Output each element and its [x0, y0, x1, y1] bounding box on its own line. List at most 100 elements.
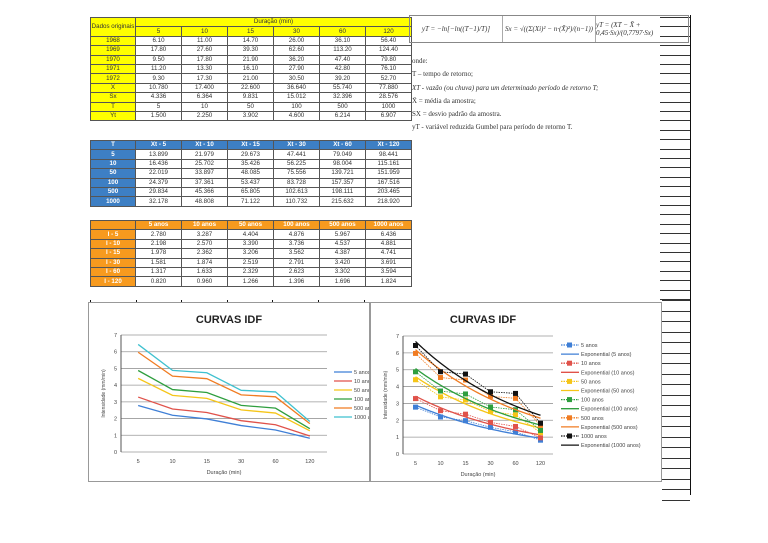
- data-cell[interactable]: 98.441: [365, 149, 412, 160]
- data-cell[interactable]: 62.60: [273, 45, 320, 56]
- data-cell[interactable]: 52.70: [365, 73, 412, 84]
- data-cell[interactable]: 1.824: [365, 276, 412, 287]
- data-cell[interactable]: 1.581: [135, 257, 182, 268]
- data-cell[interactable]: 42.80: [319, 63, 366, 75]
- column-header[interactable]: Xt - 15: [227, 139, 274, 151]
- data-cell[interactable]: 215.632: [319, 196, 366, 207]
- row-label[interactable]: 1970: [90, 54, 136, 65]
- corner-header[interactable]: Dados originais: [90, 17, 136, 37]
- data-cell[interactable]: 98.004: [319, 158, 366, 170]
- data-cell[interactable]: 24.379: [135, 177, 182, 188]
- data-cell[interactable]: 151.959: [365, 168, 412, 179]
- data-cell[interactable]: 10.780: [135, 82, 182, 94]
- column-header[interactable]: Xt - 120: [365, 139, 412, 151]
- data-cell[interactable]: 71.122: [227, 196, 274, 207]
- data-cell[interactable]: 4.387: [319, 248, 366, 259]
- data-cell[interactable]: 27.90: [273, 63, 320, 75]
- row-label[interactable]: X: [90, 82, 136, 94]
- data-cell[interactable]: 16.10: [227, 63, 274, 75]
- data-cell[interactable]: 3.736: [273, 238, 320, 250]
- data-cell[interactable]: 5: [135, 101, 182, 112]
- data-cell[interactable]: 25.702: [181, 158, 228, 170]
- data-cell[interactable]: 1.500: [135, 110, 182, 122]
- data-cell[interactable]: 6.907: [365, 110, 412, 122]
- data-cell[interactable]: 15.012: [273, 92, 320, 103]
- data-cell[interactable]: 22.600: [227, 82, 274, 94]
- data-cell[interactable]: 29.834: [135, 186, 182, 198]
- data-cell[interactable]: 4.336: [135, 92, 182, 103]
- data-cell[interactable]: 6.214: [319, 110, 366, 122]
- column-header[interactable]: 10 anos: [181, 219, 228, 231]
- data-cell[interactable]: 2.198: [135, 238, 182, 250]
- data-cell[interactable]: 39.30: [227, 45, 274, 56]
- duration-header[interactable]: 10: [181, 26, 228, 37]
- data-cell[interactable]: 157.357: [319, 177, 366, 188]
- data-cell[interactable]: 32.178: [135, 196, 182, 207]
- row-label[interactable]: I - 120: [90, 276, 136, 287]
- column-header[interactable]: Xt - 5: [135, 139, 182, 151]
- data-cell[interactable]: 13.30: [181, 63, 228, 75]
- data-cell[interactable]: 30.50: [273, 73, 320, 84]
- data-cell[interactable]: 3.562: [273, 248, 320, 259]
- column-header[interactable]: 50 anos: [227, 219, 274, 231]
- data-cell[interactable]: 48.808: [181, 196, 228, 207]
- data-cell[interactable]: 198.111: [319, 186, 366, 198]
- data-cell[interactable]: 11.00: [181, 35, 228, 47]
- row-label[interactable]: 50: [90, 168, 136, 179]
- data-cell[interactable]: 5.967: [319, 229, 366, 240]
- data-cell[interactable]: 2.780: [135, 229, 182, 240]
- data-cell[interactable]: 6.10: [135, 35, 182, 47]
- data-cell[interactable]: 4.404: [227, 229, 274, 240]
- data-cell[interactable]: 2.362: [181, 248, 228, 259]
- data-cell[interactable]: 56.40: [365, 35, 412, 47]
- data-cell[interactable]: 4.881: [365, 238, 412, 250]
- data-cell[interactable]: 0.820: [135, 276, 182, 287]
- column-header[interactable]: Xt - 10: [181, 139, 228, 151]
- data-cell[interactable]: 100: [273, 101, 320, 112]
- row-label[interactable]: 500: [90, 186, 136, 198]
- data-cell[interactable]: 2.329: [227, 266, 274, 278]
- data-cell[interactable]: 9.831: [227, 92, 274, 103]
- data-cell[interactable]: 50: [227, 101, 274, 112]
- row-label[interactable]: 1968: [90, 35, 136, 47]
- data-cell[interactable]: 21.90: [227, 54, 274, 65]
- data-cell[interactable]: 65.805: [227, 186, 274, 198]
- data-cell[interactable]: 2.623: [273, 266, 320, 278]
- data-cell[interactable]: 500: [319, 101, 366, 112]
- row-label[interactable]: I - 5: [90, 229, 136, 240]
- data-cell[interactable]: 2.519: [227, 257, 274, 268]
- row-label[interactable]: 1969: [90, 45, 136, 56]
- data-cell[interactable]: 6.364: [181, 92, 228, 103]
- data-cell[interactable]: 115.161: [365, 158, 412, 170]
- data-cell[interactable]: 39.20: [319, 73, 366, 84]
- duration-header[interactable]: 30: [273, 26, 320, 37]
- data-cell[interactable]: 1.396: [273, 276, 320, 287]
- data-cell[interactable]: 2.791: [273, 257, 320, 268]
- data-cell[interactable]: 79.80: [365, 54, 412, 65]
- data-cell[interactable]: 11.20: [135, 63, 182, 75]
- data-cell[interactable]: 14.70: [227, 35, 274, 47]
- data-cell[interactable]: 3.420: [319, 257, 366, 268]
- data-cell[interactable]: 48.085: [227, 168, 274, 179]
- column-header[interactable]: 100 anos: [273, 219, 320, 231]
- data-cell[interactable]: 36.20: [273, 54, 320, 65]
- data-cell[interactable]: 83.728: [273, 177, 320, 188]
- data-cell[interactable]: 1.266: [227, 276, 274, 287]
- data-cell[interactable]: 1.633: [181, 266, 228, 278]
- row-label[interactable]: 1972: [90, 73, 136, 84]
- data-cell[interactable]: 3.390: [227, 238, 274, 250]
- data-cell[interactable]: 16.436: [135, 158, 182, 170]
- data-cell[interactable]: 2.250: [181, 110, 228, 122]
- data-cell[interactable]: 1.978: [135, 248, 182, 259]
- data-cell[interactable]: 26.00: [273, 35, 320, 47]
- data-cell[interactable]: 113.20: [319, 45, 366, 56]
- row-label[interactable]: I - 30: [90, 257, 136, 268]
- data-cell[interactable]: 4.600: [273, 110, 320, 122]
- column-header[interactable]: 5 anos: [135, 219, 182, 231]
- column-header[interactable]: 500 anos: [319, 219, 366, 231]
- row-label[interactable]: 10: [90, 158, 136, 170]
- row-label[interactable]: 1971: [90, 63, 136, 75]
- data-cell[interactable]: 47.441: [273, 149, 320, 160]
- duration-header[interactable]: 15: [227, 26, 274, 37]
- data-cell[interactable]: 9.30: [135, 73, 182, 84]
